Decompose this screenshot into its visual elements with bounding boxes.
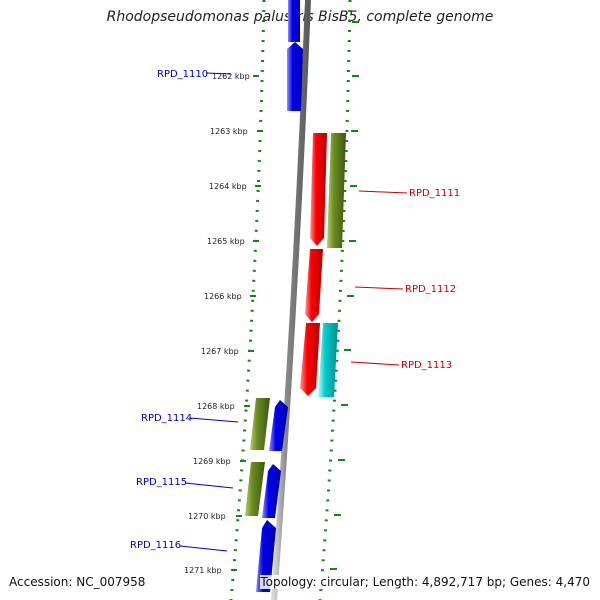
gene-blue-arrow	[262, 464, 281, 518]
kbp-tick-label: 1268 kbp	[197, 402, 235, 411]
gene-label: RPD_1111	[409, 188, 460, 199]
gene-label: RPD_1116	[130, 540, 181, 551]
gene-blue-arrow	[269, 400, 288, 451]
kbp-tick-label: 1264 kbp	[209, 182, 247, 191]
gene-label-leader	[184, 482, 234, 489]
gene-cyan-arrow	[318, 323, 338, 397]
gene-label: RPD_1112	[405, 284, 456, 295]
gene-label-leader	[354, 286, 404, 290]
gene-label-leader	[358, 190, 408, 194]
kbp-tick-label: 1265 kbp	[207, 237, 245, 246]
kbp-tick-label: 1262 kbp	[212, 72, 250, 81]
gene-olive-arrow	[327, 133, 346, 248]
gene-blue-arrow	[288, 0, 300, 42]
gene-red-arrow	[305, 249, 323, 322]
kbp-tick-label: 1263 kbp	[210, 127, 248, 136]
gene-olive-arrow	[250, 398, 270, 450]
gene-label: RPD_1113	[401, 360, 452, 371]
kbp-tick-label: 1267 kbp	[201, 347, 239, 356]
left-dotted-ring	[229, 0, 266, 600]
gene-label-leader	[350, 361, 400, 366]
gene-red-arrow	[300, 323, 320, 396]
accession-text: Accession: NC_007958	[9, 575, 146, 589]
kbp-tick-label: 1269 kbp	[193, 457, 231, 466]
gene-label-leader	[205, 72, 232, 75]
gene-label: RPD_1114	[141, 413, 192, 424]
gene-label: RPD_1115	[136, 477, 187, 488]
gene-label: RPD_1110	[157, 69, 208, 80]
gene-blue-arrow	[256, 520, 276, 592]
right-dotted-ring	[318, 0, 352, 600]
gene-blue-arrow	[287, 42, 303, 111]
kbp-tick-label: 1271 kbp	[184, 566, 222, 575]
genome-backbone	[271, 0, 311, 600]
gene-olive-arrow	[245, 462, 265, 516]
gene-label-leader	[189, 417, 239, 423]
gene-label-leader	[179, 545, 228, 552]
kbp-tick-label: 1270 kbp	[188, 512, 226, 521]
genome-summary-text: Topology: circular; Length: 4,892,717 bp…	[260, 575, 590, 589]
kbp-tick-label: 1266 kbp	[204, 292, 242, 301]
gene-red-arrow	[310, 133, 327, 246]
